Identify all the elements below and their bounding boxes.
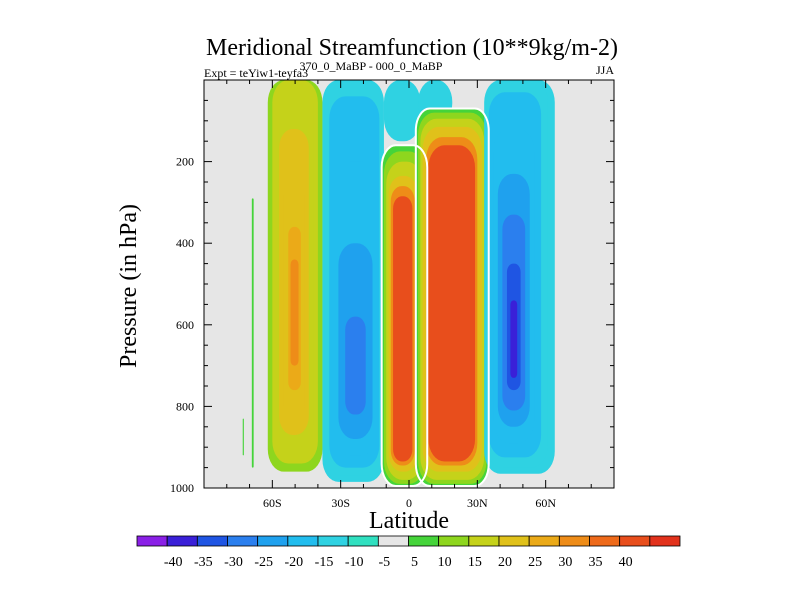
- zero-contour-line-1: [414, 107, 490, 487]
- contour-band-14: [345, 316, 366, 415]
- colorbar-label: 15: [468, 555, 482, 570]
- y-tick-label: 800: [176, 399, 194, 413]
- subtitle-center: 370_0_MaBP - 000_0_MaBP: [300, 59, 443, 73]
- axis-ticks: 60S 30S 0 30N 60N 200 400 600 800 1000: [170, 79, 615, 510]
- colorbar-label: -35: [194, 555, 213, 570]
- colorbar-swatch: [257, 535, 289, 547]
- colorbar-label: -25: [254, 555, 273, 570]
- y-tick-label: 600: [176, 318, 194, 332]
- subtitle-right: JJA: [596, 63, 614, 77]
- colorbar-swatch: [287, 535, 319, 547]
- colorbar-swatch: [377, 535, 409, 547]
- x-tick-label: 60N: [535, 496, 556, 510]
- colorbar-swatch: [619, 535, 651, 547]
- colorbar-swatch: [468, 535, 500, 547]
- colorbar-swatch: [347, 535, 379, 547]
- x-tick-label: 0: [406, 496, 412, 510]
- colorbar-label: -40: [164, 555, 183, 570]
- x-tick-label: 30S: [331, 496, 350, 510]
- colorbar-swatch: [438, 535, 470, 547]
- colorbar-label: -30: [224, 555, 243, 570]
- x-tick-label: 30N: [467, 496, 488, 510]
- colorbar-swatch: [166, 535, 198, 547]
- contour-band-15: [383, 80, 421, 142]
- colorbar-label: 10: [438, 555, 452, 570]
- colorbar-label: 25: [528, 555, 542, 570]
- colorbar-swatch: [498, 535, 530, 547]
- contour-band-0: [242, 418, 244, 456]
- subtitle-left: Expt = teYiw1-teyfa3: [204, 66, 308, 80]
- colorbar-label: -10: [345, 555, 364, 570]
- contour-band-1: [251, 198, 254, 468]
- colorbar-swatch: [227, 535, 259, 547]
- colorbar-swatch: [558, 535, 590, 547]
- x-tick-label: 60S: [263, 496, 282, 510]
- colorbar-label: -20: [284, 555, 303, 570]
- contour-band-8: [290, 259, 299, 366]
- colorbar: -40 -35 -30 -25 -20 -15 -10 -5 5 10 15 20 25 30 35 40: [136, 535, 681, 570]
- colorbar-swatch: [136, 535, 168, 547]
- colorbar-label: 5: [411, 555, 418, 570]
- y-axis-label: Pressure (in hPa): [116, 204, 142, 368]
- y-tick-label: 400: [176, 236, 194, 250]
- contour-band-37: [510, 300, 518, 378]
- x-axis-label: Latitude: [369, 508, 449, 534]
- colorbar-swatch: [649, 535, 681, 547]
- colorbar-swatch: [317, 535, 349, 547]
- colorbar-swatch: [589, 535, 621, 547]
- colorbar-label: 35: [589, 555, 603, 570]
- colorbar-swatch: [196, 535, 228, 547]
- contour-band-23: [393, 196, 413, 462]
- y-tick-label: 200: [176, 155, 194, 169]
- y-tick-label: 1000: [170, 481, 194, 495]
- plot-area: 60S 30S 0 30N 60N 200 400 600 800 1000: [170, 79, 615, 510]
- colorbar-swatch: [408, 535, 440, 547]
- colorbar-label: 30: [558, 555, 572, 570]
- contour-band-29: [428, 145, 476, 462]
- colorbar-label: -5: [378, 555, 390, 570]
- chart-title: Meridional Streamfunction (10**9kg/m-2): [206, 35, 618, 61]
- contour-fill-layer: [242, 80, 555, 487]
- zero-contour-line-0: [380, 144, 429, 487]
- colorbar-label: 20: [498, 555, 512, 570]
- colorbar-swatch: [528, 535, 560, 547]
- colorbar-label: -15: [315, 555, 334, 570]
- colorbar-label: 40: [619, 555, 633, 570]
